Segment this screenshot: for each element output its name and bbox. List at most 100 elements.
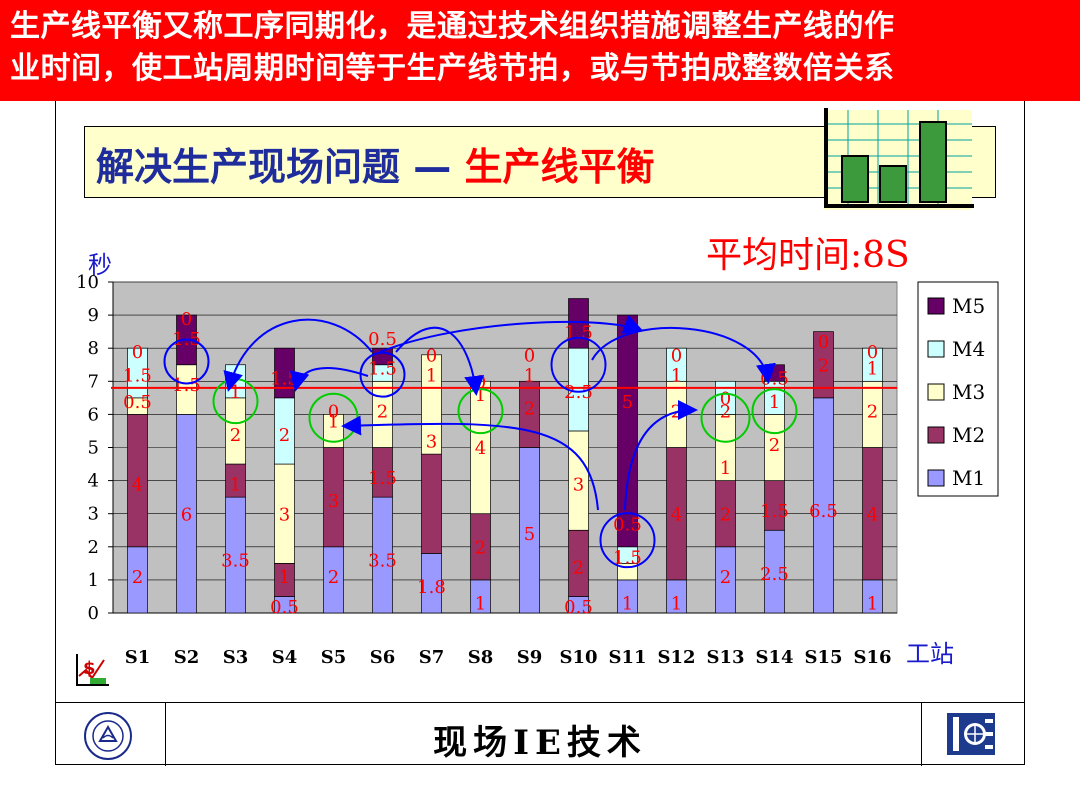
- footer-divider-left: [165, 703, 166, 766]
- value-annotation: 5: [622, 392, 633, 413]
- bar-segment-s13-m4: [715, 380, 736, 415]
- banner-line-1: 生产线平衡又称工序同期化，是通过技术组织措施调整生产线的作: [10, 9, 895, 44]
- bar-segment-s11-m5: [617, 314, 638, 548]
- ie-logo-icon: [947, 713, 995, 755]
- legend-swatch-m4: [927, 340, 945, 358]
- value-annotation: 1: [475, 594, 486, 615]
- value-annotation: 0: [328, 402, 339, 423]
- x-tick-label: S9: [517, 647, 543, 668]
- legend-swatch-m5: [927, 297, 945, 315]
- legend-label-m3: M3: [952, 380, 985, 404]
- value-annotation: 1: [622, 594, 633, 615]
- y-tick-label: 8: [88, 338, 99, 359]
- x-tick-label: S6: [370, 647, 396, 668]
- value-annotation: 1: [671, 365, 682, 386]
- target-circle: [751, 388, 798, 435]
- value-annotation: 3: [328, 491, 339, 512]
- x-tick-label: S8: [468, 647, 494, 668]
- y-tick-label: 1: [88, 570, 99, 591]
- y-tick-label: 3: [88, 504, 99, 525]
- legend-swatch-m2: [927, 426, 945, 444]
- x-tick-label: S12: [657, 647, 695, 668]
- value-annotation: 2: [720, 402, 731, 423]
- value-annotation: 1: [230, 382, 241, 403]
- bar-segment-s16-m4: [862, 347, 883, 382]
- footer-title: 现场IE技术: [433, 723, 647, 763]
- banner: 生产线平衡又称工序同期化，是通过技术组织措施调整生产线的作 业时间，使工站周期时…: [0, 0, 1080, 101]
- y-tick-label: 4: [88, 471, 99, 492]
- value-annotation: 2: [328, 567, 339, 588]
- x-tick-label: S5: [321, 647, 347, 668]
- value-annotation: 0: [671, 345, 682, 366]
- highlight-circle: [550, 336, 607, 393]
- value-annotation: 1: [867, 594, 878, 615]
- y-axis-label: 秒: [88, 251, 112, 279]
- value-annotation: 0: [181, 309, 192, 330]
- slide-title: 解决生产现场问题 — 生产线平衡: [96, 136, 654, 191]
- value-annotation: 1: [720, 458, 731, 479]
- y-tick-label: 7: [88, 371, 99, 392]
- value-annotation: 2: [720, 504, 731, 525]
- highlight-circle: [599, 512, 656, 569]
- x-tick-label: S2: [174, 647, 200, 668]
- value-annotation: 0.5: [368, 329, 397, 350]
- bar-segment-s7-m2: [421, 453, 442, 554]
- move-arrow: [341, 415, 599, 511]
- title-part-2: 生产线平衡: [464, 145, 655, 189]
- legend-label-m2: M2: [952, 423, 985, 447]
- value-annotation: 2: [769, 435, 780, 456]
- x-tick-label: S7: [419, 647, 445, 668]
- value-annotation: 1: [769, 392, 780, 413]
- value-annotation: 0: [867, 342, 878, 363]
- move-arrow: [379, 315, 644, 353]
- value-annotation: 0.5: [760, 369, 789, 390]
- highlight-circle: [163, 338, 210, 385]
- value-annotation: 1.5: [123, 365, 152, 386]
- value-annotation: 3: [279, 504, 290, 525]
- value-annotation: 0.5: [123, 392, 152, 413]
- legend-swatch-m3: [927, 383, 945, 401]
- value-annotation: 2.5: [760, 564, 789, 585]
- move-arrow: [624, 400, 698, 511]
- x-tick-label: S1: [125, 647, 151, 668]
- value-annotation: 3: [573, 475, 584, 496]
- value-annotation: 1: [524, 365, 535, 386]
- banner-line-2: 业时间，使工站周期时间等于生产线节拍，或与节拍成整数倍关系: [10, 51, 895, 86]
- value-annotation: 4: [671, 504, 682, 525]
- value-annotation: 4: [475, 438, 486, 459]
- value-annotation: 0.5: [613, 514, 642, 535]
- bar-segment-s7-m3: [421, 354, 442, 455]
- university-seal-icon: [84, 712, 132, 760]
- value-annotation: 1: [328, 412, 339, 433]
- value-annotation: 2: [132, 567, 143, 588]
- bar-segment-s12-m4: [666, 347, 687, 382]
- x-tick-label: S15: [804, 647, 842, 668]
- value-annotation: 6.5: [809, 501, 838, 522]
- y-tick-label: 6: [88, 404, 99, 425]
- value-annotation: 1.5: [613, 547, 642, 568]
- x-tick-label: S14: [755, 647, 793, 668]
- value-annotation: 3.5: [368, 551, 397, 572]
- value-annotation: 2: [818, 355, 829, 376]
- bar-segment-s1-m4: [127, 347, 148, 399]
- move-arrow: [223, 318, 373, 392]
- y-tick-label: 0: [88, 603, 99, 624]
- value-annotation: 1: [230, 475, 241, 496]
- value-annotation: 1.5: [368, 359, 397, 380]
- x-tick-label: S11: [608, 647, 646, 668]
- legend-label-m5: M5: [952, 294, 985, 318]
- bar-segment-s9-m2: [519, 380, 540, 448]
- legend-label-m1: M1: [952, 466, 985, 490]
- bar-segment-s15-m2: [813, 331, 834, 399]
- value-annotation: 1.5: [368, 468, 397, 489]
- value-annotation: 0: [132, 342, 143, 363]
- footer-divider-right: [921, 703, 922, 766]
- value-annotation: 3.5: [221, 551, 250, 572]
- dollar-chart-icon: $: [76, 654, 109, 686]
- x-tick-label: S3: [223, 647, 249, 668]
- x-axis-label: 工站: [906, 640, 954, 668]
- value-annotation: 0: [818, 332, 829, 353]
- move-arrow: [591, 327, 776, 384]
- x-tick-label: S16: [853, 647, 891, 668]
